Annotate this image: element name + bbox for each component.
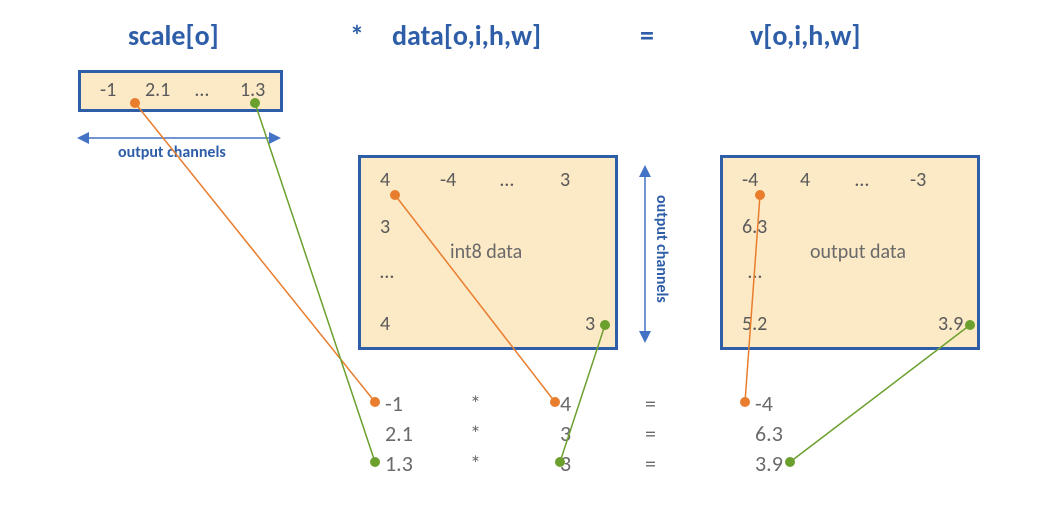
overlay-svg (0, 0, 1050, 509)
